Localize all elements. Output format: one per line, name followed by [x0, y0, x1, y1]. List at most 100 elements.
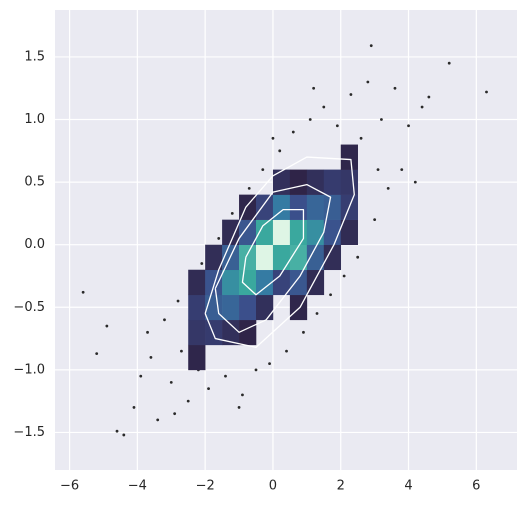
scatter-point: [369, 44, 373, 48]
hist-cell: [272, 269, 291, 296]
scatter-point: [427, 95, 431, 99]
y-tick-label: −1.0: [13, 362, 45, 377]
hist-cell: [239, 244, 257, 271]
contour-line: [204, 156, 355, 348]
scatter-point: [237, 406, 241, 409]
scatter-point: [95, 352, 99, 355]
scatter-point: [186, 399, 190, 403]
scatter-point: [420, 105, 424, 109]
scatter-point: [105, 324, 109, 328]
y-tick-label: −1.5: [13, 425, 45, 440]
scatter-point: [413, 180, 417, 184]
x-tick-label: 6: [472, 479, 480, 494]
hist-cell: [289, 169, 308, 195]
scatter-point: [241, 393, 244, 397]
x-tick-label: 4: [404, 479, 412, 494]
scatter-point: [254, 368, 258, 372]
scatter-point: [139, 374, 143, 378]
scatter-point: [302, 330, 305, 334]
hist-cell: [205, 269, 223, 296]
hist-cell: [323, 244, 342, 271]
hist-cell: [323, 169, 342, 195]
scatter-point: [156, 418, 160, 422]
scatter-point: [81, 290, 85, 294]
hist-cell: [188, 269, 206, 296]
hist-cell: [239, 219, 257, 245]
hist-cell: [256, 269, 274, 296]
scatter-point: [132, 406, 136, 409]
scatter-point: [224, 374, 227, 378]
scatter-point: [329, 293, 332, 297]
scatter-point: [342, 274, 346, 278]
hist-cell: [188, 344, 206, 371]
scatter-point: [230, 212, 234, 215]
scatter-point: [115, 429, 119, 433]
x-tick-label: −6: [60, 479, 79, 494]
scatter-point: [407, 124, 410, 128]
scatter-point: [315, 312, 319, 315]
hist-cell: [222, 269, 240, 296]
scatter-point: [169, 380, 173, 384]
hist-cell: [306, 194, 325, 220]
scatter-point: [207, 387, 210, 391]
hist-cell: [306, 269, 325, 296]
scatter-point: [285, 349, 288, 353]
y-tick-label: 1.0: [24, 112, 45, 127]
contour-line: [241, 208, 305, 296]
y-tick-label: 1.5: [24, 49, 45, 64]
scatter-point: [380, 118, 383, 121]
scatter-point: [180, 349, 183, 353]
hist-cell: [289, 219, 308, 245]
scatter-point: [359, 136, 363, 140]
hist-cell: [222, 319, 240, 346]
scatter-point: [322, 105, 326, 109]
x-tick-label: −2: [196, 479, 215, 494]
hist-cell: [256, 294, 274, 321]
scatter-point: [268, 362, 271, 366]
x-tick-label: 0: [269, 479, 277, 494]
hist-cell: [340, 219, 358, 245]
scatter-point: [278, 149, 282, 153]
scatter-point: [176, 299, 180, 303]
hist-cell: [222, 219, 240, 245]
hist-cell: [256, 219, 274, 245]
hist-cell: [239, 294, 257, 321]
x-tick-label: 2: [337, 479, 345, 494]
scatter-point: [247, 186, 251, 190]
hist-cell: [205, 244, 223, 271]
scatter-point: [173, 412, 177, 416]
y-tick-label: 0.0: [24, 237, 45, 252]
scatter-point: [349, 93, 353, 96]
scatter-point: [271, 136, 275, 140]
scatter-point: [485, 90, 488, 94]
y-tick-label: 0.5: [24, 175, 45, 190]
scatter-point: [149, 355, 153, 359]
hist-cell: [188, 319, 206, 346]
scatter-point: [373, 218, 377, 222]
scatter-point: [447, 61, 451, 65]
hist-cell: [239, 319, 257, 346]
scatter-point: [261, 168, 265, 171]
hist-cell: [239, 269, 257, 296]
scatter-point: [291, 130, 295, 134]
scatter-point: [146, 330, 149, 334]
hist-cell: [222, 294, 240, 321]
scatter-point: [376, 168, 380, 171]
scatter-point: [400, 168, 404, 171]
hist-cell: [188, 294, 206, 321]
scatter-point: [308, 118, 312, 121]
hist-cell: [272, 219, 291, 245]
hist-cell: [340, 169, 358, 195]
scatter-point: [356, 255, 360, 259]
hist-cell: [306, 244, 325, 271]
scatter-point: [366, 80, 370, 84]
scatter-point: [217, 237, 221, 240]
hist-cell: [323, 194, 342, 220]
hist-cell: [272, 244, 291, 271]
hist-cell: [340, 144, 358, 170]
hist-cell: [256, 194, 274, 220]
scatter-point: [393, 86, 397, 90]
hist-cell: [306, 169, 325, 195]
y-tick-label: −0.5: [13, 300, 45, 315]
